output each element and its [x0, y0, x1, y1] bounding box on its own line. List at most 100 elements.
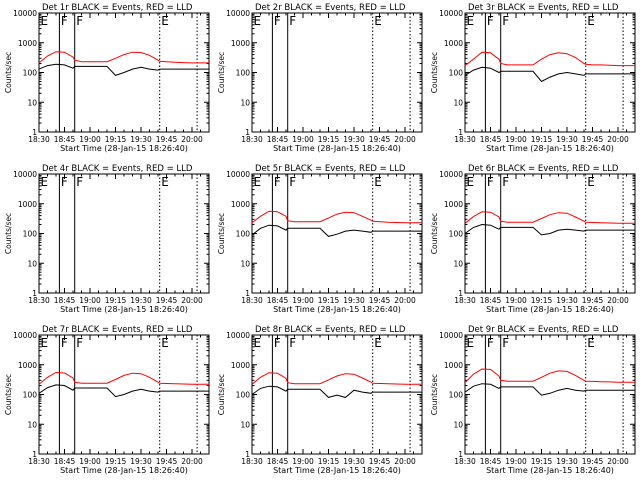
- panel-title: Det 9r BLACK = Events, RED = LLD: [468, 325, 619, 335]
- x-tick-label: 19:30: [556, 296, 578, 305]
- x-tick-label: 19:30: [130, 296, 152, 305]
- y-tick-label: 10: [453, 98, 463, 107]
- y-tick-label: 100: [23, 391, 38, 400]
- x-tick-label: 19:45: [582, 135, 604, 144]
- x-tick-label: 19:30: [130, 135, 152, 144]
- x-tick-label: 19:15: [105, 457, 127, 466]
- series-events: [38, 63, 209, 76]
- marker-label: F: [487, 175, 494, 189]
- y-axis-label: Counts/sec: [430, 213, 439, 254]
- marker-label: E: [374, 336, 382, 350]
- x-tick-label: 18:45: [54, 135, 76, 144]
- x-tick-label: 18:45: [480, 296, 502, 305]
- marker-label: E: [41, 175, 49, 189]
- x-tick-label: 18:30: [241, 135, 263, 144]
- series-lld: [251, 210, 422, 224]
- y-tick-label: 10: [453, 420, 463, 429]
- x-tick-label: 18:45: [54, 296, 76, 305]
- marker-label: E: [587, 175, 595, 189]
- x-tick-label: 18:30: [454, 457, 476, 466]
- y-axis-label: Counts/sec: [430, 52, 439, 93]
- series-events: [251, 224, 422, 237]
- x-tick-label: 19:00: [292, 296, 314, 305]
- y-tick-label: 1: [458, 450, 463, 459]
- y-tick-label: 1: [32, 289, 37, 298]
- x-tick-label: 19:45: [582, 457, 604, 466]
- x-tick-label: 19:45: [156, 296, 178, 305]
- x-tick-label: 19:30: [556, 135, 578, 144]
- x-axis-label: Start Time (28-Jan-15 18:26:40): [60, 305, 188, 314]
- x-axis-label: Start Time (28-Jan-15 18:26:40): [486, 305, 614, 314]
- y-axis-label: Counts/sec: [430, 374, 439, 415]
- x-tick-label: 19:30: [343, 296, 365, 305]
- panel-det-7: Det 7r BLACK = Events, RED = LLD 1 10 100 10…: [4, 325, 210, 475]
- series-lld: [464, 211, 635, 224]
- y-tick-label: 10: [27, 98, 37, 107]
- y-tick-label: 1: [245, 450, 250, 459]
- marker-label: E: [467, 336, 475, 350]
- plot-frame: [251, 173, 423, 294]
- y-tick-label: 100: [236, 391, 251, 400]
- x-tick-label: 18:30: [28, 135, 50, 144]
- marker-label: F: [289, 336, 296, 350]
- y-tick-label: 10000: [439, 170, 463, 179]
- y-tick-label: 10000: [226, 9, 250, 18]
- x-tick-label: 19:00: [79, 135, 101, 144]
- y-tick-label: 1000: [18, 39, 37, 48]
- x-tick-label: 19:30: [343, 135, 365, 144]
- marker-label: E: [467, 175, 475, 189]
- y-tick-label: 100: [23, 69, 38, 78]
- y-tick-label: 10: [240, 98, 250, 107]
- series-lld: [38, 51, 209, 64]
- marker-label: E: [587, 336, 595, 350]
- x-tick-label: 19:00: [292, 457, 314, 466]
- x-axis-label: Start Time (28-Jan-15 18:26:40): [273, 305, 401, 314]
- x-tick-label: 18:30: [454, 296, 476, 305]
- x-tick-label: 19:00: [79, 296, 101, 305]
- panel-title: Det 5r BLACK = Events, RED = LLD: [255, 164, 406, 174]
- y-tick-label: 1000: [444, 39, 463, 48]
- x-tick-label: 19:00: [505, 296, 527, 305]
- x-axis-label: Start Time (28-Jan-15 18:26:40): [273, 144, 401, 153]
- series-events: [251, 385, 422, 398]
- marker-label: E: [161, 175, 169, 189]
- marker-label: F: [274, 175, 281, 189]
- marker-label: F: [274, 14, 281, 28]
- series-events: [464, 66, 635, 83]
- marker-label: E: [254, 175, 262, 189]
- x-tick-label: 19:15: [531, 296, 553, 305]
- panel-det-1: Det 1r BLACK = Events, RED = LLD 1 10 100 10…: [4, 3, 210, 153]
- x-tick-label: 19:30: [130, 457, 152, 466]
- marker-label: F: [502, 336, 509, 350]
- panel-det-8: Det 8r BLACK = Events, RED = LLD 1 10 100 10…: [217, 325, 423, 475]
- y-tick-label: 10: [27, 420, 37, 429]
- marker-label: F: [289, 175, 296, 189]
- marker-label: E: [161, 336, 169, 350]
- y-tick-label: 1: [32, 450, 37, 459]
- marker-label: E: [587, 14, 595, 28]
- x-tick-label: 20:00: [607, 457, 629, 466]
- marker-label: F: [61, 336, 68, 350]
- marker-label: F: [76, 14, 83, 28]
- panel-det-2: Det 2r BLACK = Events, RED = LLD 1 10 100 10…: [217, 3, 423, 153]
- panel-det-6: Det 6r BLACK = Events, RED = LLD 1 10 100 10…: [430, 164, 636, 314]
- x-tick-label: 19:00: [505, 457, 527, 466]
- y-tick-label: 10000: [226, 331, 250, 340]
- x-tick-label: 19:30: [556, 457, 578, 466]
- y-tick-label: 100: [449, 391, 464, 400]
- marker-label: F: [76, 336, 83, 350]
- panel-det-4: Det 4r BLACK = Events, RED = LLD 1 10 100 10…: [4, 164, 210, 314]
- x-tick-label: 19:45: [156, 457, 178, 466]
- x-tick-label: 19:15: [318, 135, 340, 144]
- y-tick-label: 1: [32, 128, 37, 137]
- y-tick-label: 1000: [18, 200, 37, 209]
- y-axis-label: Counts/sec: [4, 374, 13, 415]
- marker-label: E: [161, 14, 169, 28]
- panel-det-9: Det 9r BLACK = Events, RED = LLD 1 10 100 10…: [430, 325, 636, 475]
- y-tick-label: 100: [449, 230, 464, 239]
- plot-frame: [464, 12, 636, 133]
- marker-label: E: [41, 336, 49, 350]
- x-tick-label: 19:45: [369, 296, 391, 305]
- marker-label: E: [374, 175, 382, 189]
